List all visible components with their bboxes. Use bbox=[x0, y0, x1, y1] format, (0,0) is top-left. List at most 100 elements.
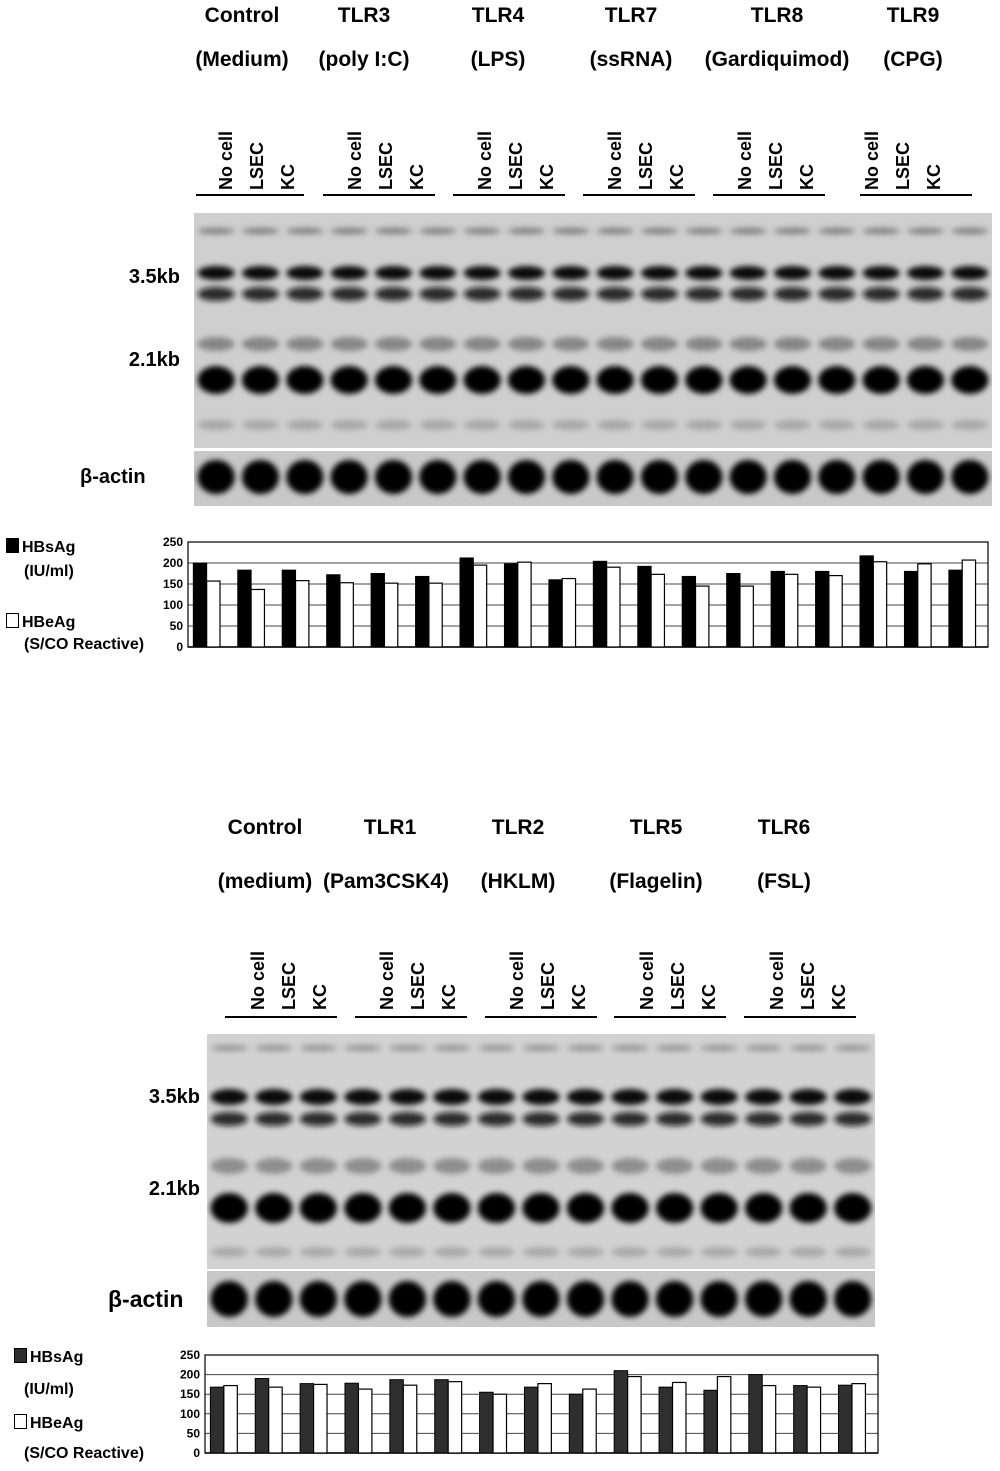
y-tick-label: 50 bbox=[187, 1426, 201, 1440]
blot-band bbox=[522, 1281, 560, 1317]
blot-band bbox=[344, 1158, 382, 1174]
blot-band bbox=[906, 266, 945, 280]
blot-band bbox=[522, 1112, 560, 1126]
blot-band bbox=[419, 420, 457, 430]
blot-band bbox=[951, 460, 989, 494]
group-underline bbox=[323, 194, 435, 196]
blot-band bbox=[729, 366, 767, 394]
blot-band bbox=[640, 366, 679, 394]
blot-band bbox=[241, 266, 280, 280]
blot-band bbox=[330, 266, 368, 280]
group-underline bbox=[860, 194, 972, 196]
blot-band bbox=[255, 1281, 293, 1317]
lane-label: No cell bbox=[377, 950, 397, 1010]
group-header: TLR8 bbox=[750, 4, 804, 27]
bar-hbsag bbox=[793, 1385, 808, 1454]
blot-band bbox=[344, 1112, 382, 1126]
blot-band bbox=[611, 1112, 649, 1126]
bar-hbeag bbox=[517, 561, 532, 648]
blot-band bbox=[596, 366, 634, 394]
blot-band bbox=[700, 1089, 738, 1105]
blot-band bbox=[299, 1247, 338, 1257]
blot-band bbox=[507, 266, 546, 280]
blot-band bbox=[685, 228, 723, 234]
group-underline bbox=[614, 1016, 726, 1018]
blot-band bbox=[566, 1281, 605, 1317]
northern-blot-image bbox=[194, 213, 992, 448]
blot-band bbox=[951, 366, 989, 394]
blot-band bbox=[789, 1247, 827, 1257]
bar-hbeag bbox=[447, 1381, 463, 1454]
blot-band bbox=[388, 1089, 427, 1105]
bar-hbeag bbox=[472, 564, 488, 648]
legend-unit: (IU/ml) bbox=[24, 563, 74, 580]
bar-hbsag bbox=[326, 574, 341, 648]
blot-band bbox=[596, 420, 634, 430]
group-underline bbox=[196, 194, 304, 196]
bar-hbeag bbox=[739, 585, 754, 648]
blot-band bbox=[640, 337, 679, 351]
blot-band bbox=[388, 1247, 427, 1257]
bar-hbsag bbox=[770, 570, 785, 648]
bar-hbsag bbox=[613, 1370, 629, 1454]
bar-hbeag bbox=[312, 1383, 328, 1454]
bar-hbeag bbox=[806, 1386, 822, 1454]
blot-band bbox=[286, 460, 324, 494]
blot-band bbox=[700, 1247, 738, 1257]
blot-band bbox=[818, 337, 856, 351]
bar-hbsag bbox=[681, 575, 697, 648]
actin-label: β-actin bbox=[108, 1286, 184, 1312]
blot-band bbox=[419, 266, 457, 280]
blot-band bbox=[655, 1247, 694, 1257]
blot-band bbox=[566, 1158, 605, 1174]
bar-hbeag bbox=[761, 1384, 777, 1454]
blot-band bbox=[419, 337, 457, 351]
blot-band bbox=[241, 366, 280, 394]
bar-hbsag bbox=[370, 573, 385, 648]
blot-band bbox=[330, 460, 368, 494]
blot-band bbox=[685, 366, 723, 394]
bar-hbsag bbox=[703, 1389, 718, 1454]
lane-label: LSEC bbox=[893, 141, 913, 190]
legend-hbeag: HBeAg (S/CO Reactive) bbox=[14, 1412, 144, 1462]
blot-band bbox=[700, 1193, 738, 1223]
lane-label: LSEC bbox=[636, 141, 656, 190]
blot-band bbox=[433, 1158, 471, 1174]
northern-blot-image bbox=[207, 1034, 875, 1269]
marker-3.5kb: 3.5kb bbox=[128, 266, 180, 288]
blot-band bbox=[700, 1045, 738, 1051]
blot-band bbox=[388, 1281, 427, 1317]
plot-frame bbox=[187, 541, 989, 648]
lane-label: KC bbox=[699, 984, 719, 1010]
blot-band bbox=[552, 460, 590, 494]
y-tick-label: 250 bbox=[180, 1348, 200, 1362]
y-tick-label: 150 bbox=[163, 577, 183, 591]
bar-hbsag bbox=[415, 575, 430, 648]
group-header: Control bbox=[204, 4, 280, 27]
blot-band bbox=[818, 460, 856, 494]
blot-band bbox=[507, 337, 546, 351]
blot-band bbox=[507, 420, 546, 430]
blot-band bbox=[463, 460, 501, 494]
lane-label: KC bbox=[797, 164, 817, 190]
bar-hbeag bbox=[492, 1393, 508, 1454]
bar-hbsag bbox=[281, 569, 297, 648]
blot-band bbox=[286, 287, 324, 301]
blot-band bbox=[744, 1112, 783, 1126]
blot-band bbox=[197, 228, 235, 234]
bar-hbeag bbox=[783, 573, 799, 648]
group-header: TLR7 bbox=[604, 4, 658, 27]
bar-hbsag bbox=[658, 1386, 674, 1454]
blot-band bbox=[611, 1045, 649, 1051]
blot-band bbox=[951, 287, 989, 301]
bar-hbsag bbox=[838, 1384, 853, 1454]
bar-hbeag bbox=[917, 563, 932, 648]
blot-band bbox=[834, 1158, 872, 1174]
bar-hbeag bbox=[606, 566, 621, 648]
blot-band bbox=[773, 337, 812, 351]
blot-band bbox=[729, 266, 767, 280]
bar-hbeag bbox=[671, 1381, 687, 1454]
blot-band bbox=[374, 266, 413, 280]
blot-band bbox=[700, 1112, 738, 1126]
blot-band bbox=[700, 1281, 738, 1317]
